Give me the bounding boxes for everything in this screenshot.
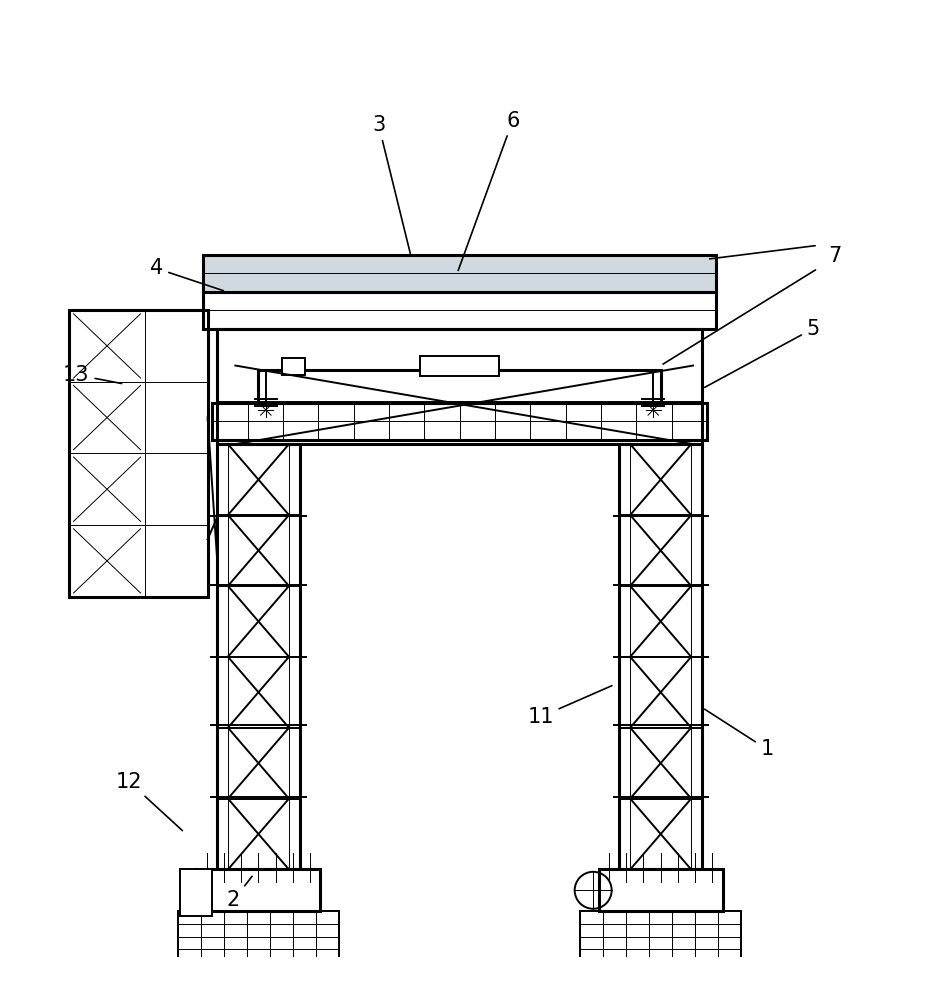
- Text: 6: 6: [458, 111, 520, 270]
- Text: 13: 13: [63, 364, 121, 385]
- Text: 11: 11: [527, 686, 612, 727]
- Bar: [216, 329, 703, 445]
- Text: 3: 3: [372, 115, 411, 253]
- Bar: [216, 445, 300, 869]
- Bar: [620, 445, 703, 869]
- Text: 2: 2: [227, 876, 252, 910]
- Bar: [258, 370, 661, 403]
- Bar: [420, 356, 499, 376]
- Bar: [212, 403, 707, 440]
- Text: 1: 1: [704, 709, 773, 759]
- Text: 5: 5: [704, 319, 820, 387]
- Bar: [69, 310, 208, 597]
- Text: 7: 7: [828, 247, 842, 266]
- Bar: [580, 911, 741, 962]
- Bar: [599, 869, 723, 911]
- Bar: [197, 869, 320, 911]
- Text: 12: 12: [116, 771, 183, 831]
- Bar: [203, 292, 717, 329]
- Bar: [178, 911, 339, 962]
- Bar: [203, 254, 717, 292]
- Bar: [180, 869, 212, 916]
- Bar: [282, 358, 305, 375]
- Text: 4: 4: [150, 258, 223, 291]
